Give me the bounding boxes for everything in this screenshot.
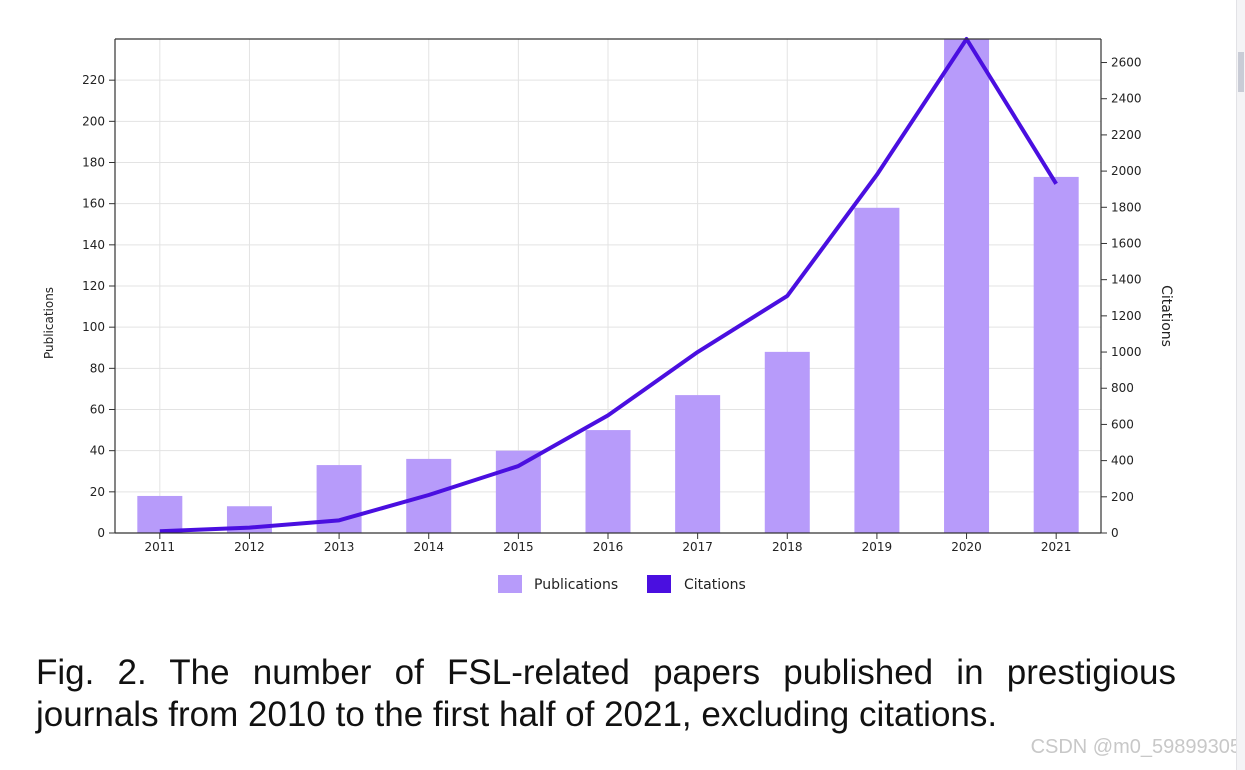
x-tick-label: 2014 (413, 540, 444, 554)
citations-line-group (159, 37, 1058, 534)
x-tick-label: 2020 (951, 540, 982, 554)
axes (109, 38, 1107, 539)
x-tick-label: 2021 (1041, 540, 1072, 554)
x-tick-label: 2017 (682, 540, 713, 554)
y2-tick-label: 1600 (1111, 236, 1142, 250)
y-axis-label: Publications (42, 287, 56, 359)
x-tick-label: 2015 (503, 540, 534, 554)
y-tick-label: 40 (90, 444, 105, 458)
y2-tick-label: 2200 (1111, 128, 1142, 142)
x-tick-label: 2018 (772, 540, 803, 554)
y2-tick-label: 1000 (1111, 345, 1142, 359)
y-tick-label: 140 (82, 238, 105, 252)
y-tick-label: 20 (90, 485, 105, 499)
bar-publications-2017 (675, 395, 721, 533)
y2-tick-label: 800 (1111, 381, 1134, 395)
legend-swatch-citations (647, 575, 671, 593)
legend-label-citations: Citations (684, 577, 746, 593)
legend: Publications Citations (498, 575, 746, 593)
y-tick-label: 60 (90, 403, 105, 417)
bar-publications-2021 (1033, 176, 1079, 534)
side-scroll-strip[interactable] (1236, 0, 1245, 770)
y2-tick-label: 1800 (1111, 200, 1142, 214)
bars (137, 39, 1079, 534)
watermark: CSDN @m0_59899305 (1030, 736, 1241, 758)
y2-tick-label: 400 (1111, 454, 1134, 468)
legend-label-publications: Publications (534, 577, 618, 593)
y2-tick-label: 1200 (1111, 309, 1142, 323)
line-citations (159, 37, 1058, 534)
bar-publications-2020 (944, 39, 990, 533)
y2-tick-label: 200 (1111, 490, 1134, 504)
side-scroll-thumb[interactable] (1238, 52, 1244, 92)
y-tick-label: 180 (82, 156, 105, 170)
y2-axis-label: Citations (1158, 285, 1174, 347)
bar-publications-2011 (137, 495, 183, 533)
bar-publications-2018 (764, 351, 810, 533)
y-tick-label: 80 (90, 361, 105, 375)
y-tick-label: 160 (82, 197, 105, 211)
y2-tick-label: 1400 (1111, 273, 1142, 287)
y2-tick-label: 2600 (1111, 56, 1142, 70)
x-tick-label: 2019 (862, 540, 893, 554)
figure-caption: Fig. 2. The number of FSL-related papers… (36, 653, 1176, 734)
y-tick-label: 0 (97, 526, 105, 540)
x-tick-label: 2011 (145, 540, 176, 554)
y2-tick-label: 0 (1111, 526, 1119, 540)
bar-publications-2019 (854, 207, 900, 534)
bar-publications-2015 (495, 450, 541, 533)
y-tick-label: 100 (82, 320, 105, 334)
tick-labels: 0204060801001201401601802002200200400600… (82, 56, 1141, 554)
y2-tick-label: 2000 (1111, 164, 1142, 178)
y2-tick-label: 600 (1111, 417, 1134, 431)
x-tick-label: 2016 (593, 540, 624, 554)
y-tick-label: 220 (82, 73, 105, 87)
legend-swatch-publications (498, 575, 522, 593)
bar-publications-2016 (585, 430, 631, 533)
y-tick-label: 120 (82, 279, 105, 293)
x-tick-label: 2012 (234, 540, 265, 554)
x-tick-label: 2013 (324, 540, 355, 554)
y-tick-label: 200 (82, 114, 105, 128)
y2-tick-label: 2400 (1111, 92, 1142, 106)
